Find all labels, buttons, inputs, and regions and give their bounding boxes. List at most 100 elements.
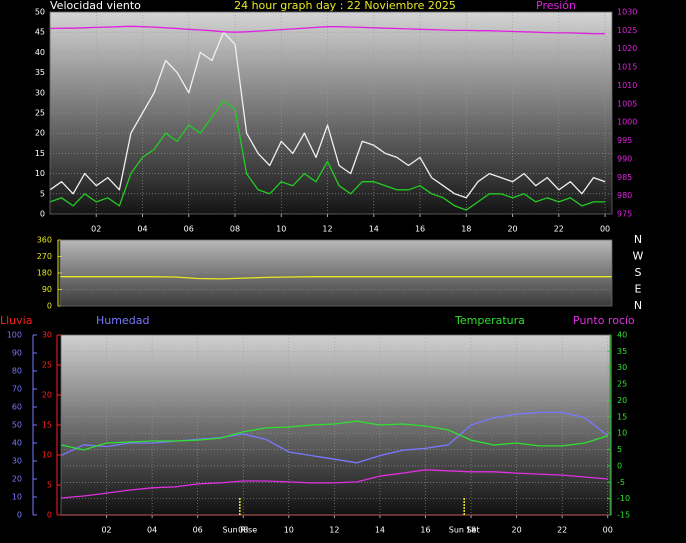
y-tick-label: 1000 [617,118,637,127]
y-tick-label: 270 [37,252,52,261]
x-tick-label: 20 [507,225,517,234]
y-tick-label: 15 [35,149,45,158]
y-tick-label: 20 [42,391,52,400]
series-line [49,25,606,35]
y-tick-label: 5 [40,189,45,198]
series-line [60,469,608,499]
y-tick-label: 50 [35,8,45,17]
y-tick-label: -5 [617,478,625,487]
y-tick-label: 985 [617,173,632,182]
y-tick-label: -15 [617,511,630,520]
x-tick-label: 12 [329,526,339,535]
y-tick-label: 10 [35,169,45,178]
y-tick-label: 180 [37,269,52,278]
series-line [60,420,608,451]
compass-label: N [634,233,642,246]
y-tick-label: 980 [617,191,632,200]
x-tick-label: 22 [557,526,567,535]
y-tick-label: 20 [12,475,22,484]
series-line [49,100,606,211]
y-tick-label: 1010 [617,81,637,90]
x-tick-label: 06 [184,225,194,234]
y-tick-label: 90 [12,349,22,358]
y-tick-label: 25 [35,109,45,118]
y-tick-label: 35 [35,68,45,77]
y-tick-label: 1005 [617,99,637,108]
y-tick-label: 40 [617,331,627,340]
compass-label: E [635,283,642,296]
y-tick-label: 15 [42,421,52,430]
y-tick-label: 60 [12,403,22,412]
y-tick-label: 0 [47,511,52,520]
x-tick-label: 12 [322,225,332,234]
y-tick-label: 10 [617,429,627,438]
x-tick-label: 08 [238,526,248,535]
x-tick-label: 00 [603,526,613,535]
y-tick-label: 975 [617,210,632,219]
wind-axis-label: Velocidad viento [50,0,141,12]
series-label: Lluvia [0,314,32,327]
y-tick-label: 1015 [617,63,637,72]
x-tick-label: 04 [147,526,157,535]
series-line [60,276,612,280]
y-tick-label: 20 [617,396,627,405]
y-tick-label: 100 [7,331,22,340]
x-tick-label: 20 [512,526,522,535]
chart-title: 24 hour graph day : 22 Noviembre 2025 [234,0,456,12]
y-tick-label: 5 [617,445,622,454]
plot-border [60,334,611,516]
y-tick-label: 30 [617,363,627,372]
series-line [49,31,606,199]
x-tick-label: 06 [193,526,203,535]
y-tick-label: 25 [617,380,627,389]
compass-label: W [633,250,644,263]
y-tick-label: 10 [12,493,22,502]
x-tick-label: 16 [420,526,430,535]
y-tick-label: 0 [40,210,45,219]
y-tick-label: 45 [35,28,45,37]
y-tick-label: -10 [617,494,630,503]
y-tick-label: 5 [47,481,52,490]
y-tick-label: 50 [12,421,22,430]
x-tick-label: 16 [415,225,425,234]
y-tick-label: 990 [617,154,632,163]
series-label: Humedad [96,314,149,327]
y-tick-label: 1020 [617,44,637,53]
y-tick-label: 15 [617,412,627,421]
plot-border [49,11,613,215]
x-tick-label: 18 [461,225,471,234]
compass-label: N [634,299,642,312]
y-tick-label: 0 [17,511,22,520]
pressure-axis-label: Presión [536,0,576,12]
x-tick-label: 22 [554,225,564,234]
y-tick-label: 40 [12,439,22,448]
sun-label: Sun Set [449,526,480,535]
series-label: Punto rocío [573,314,635,327]
y-tick-label: 995 [617,136,632,145]
x-tick-label: 10 [284,526,294,535]
series-label: Temperatura [454,314,525,327]
x-tick-label: 08 [230,225,240,234]
x-tick-label: 04 [137,225,147,234]
sun-label: Sun Rise [223,526,258,535]
y-tick-label: 1025 [617,26,637,35]
x-tick-label: 02 [101,526,111,535]
x-tick-label: 18 [466,526,476,535]
y-tick-label: 0 [617,461,622,470]
x-tick-label: 14 [369,225,379,234]
y-tick-label: 20 [35,129,45,138]
y-tick-label: 10 [42,451,52,460]
plot-background [61,335,610,515]
x-tick-label: 00 [600,225,610,234]
series-line [60,411,609,464]
plot-border [59,239,613,307]
y-tick-label: 40 [35,48,45,57]
y-tick-label: 35 [617,347,627,356]
y-tick-label: 360 [37,236,52,245]
y-tick-label: 30 [12,457,22,466]
y-tick-label: 80 [12,367,22,376]
y-tick-label: 30 [42,331,52,340]
compass-label: S [635,266,642,279]
y-tick-label: 0 [47,302,52,311]
